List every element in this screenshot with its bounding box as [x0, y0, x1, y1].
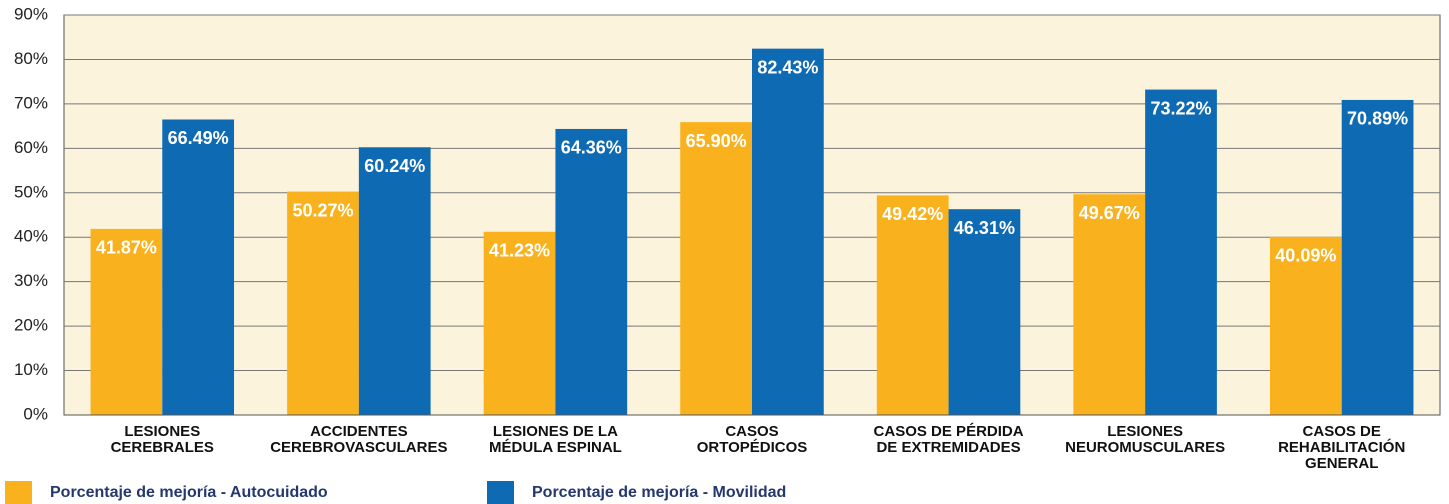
bar	[162, 119, 235, 415]
x-tick-label: ACCIDENTES CEREBROVASCULARES	[270, 423, 447, 456]
value-label: 49.42%	[882, 204, 943, 224]
value-label: 60.24%	[364, 156, 425, 176]
bar	[90, 228, 163, 415]
x-tick-label: LESIONES DE LA MÉDULA ESPINAL	[489, 423, 622, 456]
bar	[358, 147, 431, 415]
bar	[876, 195, 949, 415]
bar	[1341, 99, 1414, 415]
y-tick-label: 40%	[14, 227, 48, 246]
y-tick-label: 0%	[23, 404, 48, 423]
x-tick-label: LESIONES CEREBRALES	[111, 423, 214, 456]
bar	[555, 128, 628, 415]
legend-swatch	[5, 481, 32, 504]
value-label: 70.89%	[1347, 109, 1408, 129]
bar	[948, 209, 1021, 415]
legend-label: Porcentaje de mejoría - Autocuidado	[50, 484, 328, 501]
value-label: 41.23%	[489, 241, 550, 261]
y-tick-label: 30%	[14, 271, 48, 290]
bar	[483, 231, 556, 415]
y-tick-label: 50%	[14, 182, 48, 201]
bar	[1269, 236, 1342, 415]
y-tick-label: 90%	[14, 4, 48, 23]
x-tick-label: CASOS DE PÉRDIDA DE EXTREMIDADES	[874, 423, 1024, 456]
bar	[1145, 89, 1217, 416]
value-label: 46.31%	[954, 218, 1015, 238]
value-label: 50.27%	[292, 200, 353, 220]
value-label: 64.36%	[561, 138, 622, 158]
y-tick-label: 20%	[14, 316, 48, 335]
legend-swatch	[487, 481, 514, 504]
value-label: 40.09%	[1275, 246, 1336, 266]
bar	[287, 191, 359, 415]
value-label: 65.90%	[686, 131, 747, 151]
legend-label: Porcentaje de mejoría - Movilidad	[532, 484, 786, 501]
bar	[1073, 194, 1146, 415]
x-tick-label: CASOS ORTOPÉDICOS	[697, 423, 808, 456]
bar	[752, 48, 824, 416]
value-label: 73.22%	[1150, 98, 1211, 118]
value-label: 49.67%	[1079, 203, 1140, 223]
x-tick-label: LESIONES NEUROMUSCULARES	[1065, 423, 1225, 456]
x-tick-label: CASOS DE REHABILITACIÓN GENERAL	[1278, 423, 1405, 472]
y-tick-label: 60%	[14, 138, 48, 157]
y-tick-label: 10%	[14, 360, 48, 379]
value-label: 41.87%	[96, 238, 157, 258]
value-label: 82.43%	[757, 57, 818, 77]
bar	[680, 122, 752, 415]
value-label: 66.49%	[168, 128, 229, 148]
y-tick-label: 70%	[14, 93, 48, 112]
y-tick-label: 80%	[14, 49, 48, 68]
